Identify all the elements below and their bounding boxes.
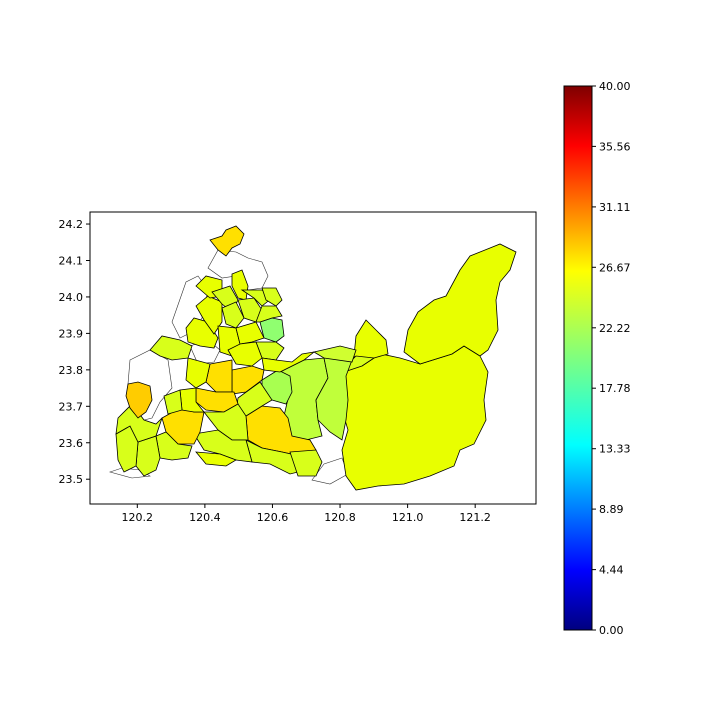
region-east-northern — [403, 243, 517, 365]
y-tick-label: 23.6 — [59, 437, 84, 450]
colorbar-gradient — [563, 85, 593, 631]
colorbar-tick-label: 22.22 — [599, 322, 631, 335]
region-west-amber — [125, 381, 153, 419]
x-tick-label: 121.0 — [392, 511, 424, 524]
region-central-yg-3 — [289, 449, 323, 477]
colorbar: 40.00 35.56 31.11 26.67 22.22 17.78 13.33 8.89 4… — [563, 80, 631, 637]
y-tick-label: 23.5 — [59, 473, 84, 486]
x-tick-label: 120.4 — [189, 511, 221, 524]
x-tick-label: 120.8 — [324, 511, 356, 524]
region-north-gold — [209, 225, 245, 257]
x-axis: 120.2 120.4 120.6 120.8 121.0 121.2 — [122, 504, 491, 524]
y-tick-label: 23.9 — [59, 327, 84, 340]
region-west-yg-5 — [193, 429, 253, 463]
region-west-yg-7 — [155, 431, 193, 461]
region-central-lime-3 — [312, 345, 357, 363]
region-north-yg-3 — [221, 301, 245, 329]
y-axis: 23.5 23.6 23.7 23.8 23.9 24.0 24.1 24.2 — [59, 218, 90, 486]
colorbar-tick-label: 35.56 — [599, 140, 631, 153]
region-east-large — [341, 345, 489, 491]
x-tick-label: 120.6 — [257, 511, 289, 524]
colorbar-tick-label: 8.89 — [599, 503, 624, 516]
colorbar-tick-label: 26.67 — [599, 261, 631, 274]
region-central-lime-1 — [279, 357, 329, 441]
y-tick-label: 24.0 — [59, 291, 84, 304]
region-north-yellow-8 — [261, 351, 316, 373]
colorbar-ticks: 40.00 35.56 31.11 26.67 22.22 17.78 13.33 8.89 4… — [592, 80, 631, 637]
region-west-yg-8 — [135, 435, 161, 477]
region-west-yellow-2 — [195, 451, 237, 467]
colorbar-tick-label: 4.44 — [599, 564, 624, 577]
colorbar-tick-label: 40.00 — [599, 80, 631, 93]
colorbar-tick-label: 31.11 — [599, 201, 631, 214]
y-tick-label: 23.8 — [59, 364, 84, 377]
region-north-yg-1 — [149, 335, 193, 361]
colorbar-tick-label: 0.00 — [599, 624, 624, 637]
region-west-yellow-1 — [185, 357, 211, 389]
x-tick-label: 121.2 — [459, 511, 491, 524]
y-tick-label: 24.1 — [59, 254, 84, 267]
y-tick-label: 23.7 — [59, 400, 84, 413]
x-tick-label: 120.2 — [122, 511, 154, 524]
region-west-yg-6 — [163, 389, 183, 415]
region-north-yg-6 — [261, 287, 283, 307]
colorbar-tick-label: 17.78 — [599, 382, 631, 395]
colorbar-tick-label: 13.33 — [599, 443, 631, 456]
map-regions — [108, 225, 517, 491]
region-north-yellow-6 — [235, 321, 265, 345]
y-tick-label: 24.2 — [59, 218, 84, 231]
